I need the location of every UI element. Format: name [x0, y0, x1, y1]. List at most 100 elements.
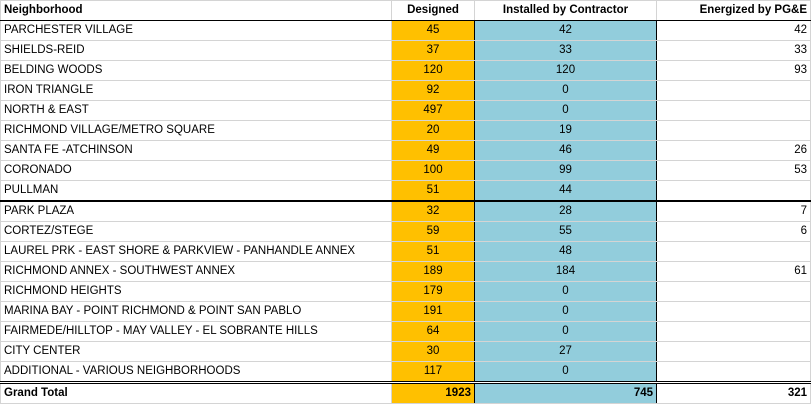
cell: Designed — [391, 0, 475, 21]
data-row: FAIRMEDE/HILLTOP - MAY VALLEY - EL SOBRA… — [0, 321, 811, 342]
data-row: CITY CENTER 30 27 — [0, 341, 811, 362]
cell: 28 — [474, 200, 657, 222]
data-row: LAUREL PRK - EAST SHORE & PARKVIEW - PAN… — [0, 241, 811, 262]
cell: 37 — [391, 40, 475, 61]
cell: 49 — [391, 140, 475, 161]
row-label: BELDING WOODS — [0, 60, 392, 81]
cell — [656, 241, 811, 262]
data-row: RICHMOND HEIGHTS 179 0 — [0, 281, 811, 302]
cell: 0 — [474, 301, 657, 322]
data-row: IRON TRIANGLE 92 0 — [0, 80, 811, 101]
data-row: SHIELDS-REID 37 33 33 — [0, 40, 811, 61]
cell: 33 — [656, 40, 811, 61]
row-label: MARINA BAY - POINT RICHMOND & POINT SAN … — [0, 301, 392, 322]
row-label: CITY CENTER — [0, 341, 392, 362]
cell: 44 — [474, 180, 657, 202]
cell: 93 — [656, 60, 811, 81]
cell — [656, 80, 811, 101]
row-label: RICHMOND HEIGHTS — [0, 281, 392, 302]
cell — [656, 321, 811, 342]
cell: 179 — [391, 281, 475, 302]
cell: 27 — [474, 341, 657, 362]
data-row: BELDING WOODS 120 120 93 — [0, 60, 811, 81]
cell: 33 — [474, 40, 657, 61]
cell — [656, 100, 811, 121]
total-row: Grand Total 1923 745 321 — [0, 381, 811, 404]
row-label: SHIELDS-REID — [0, 40, 392, 61]
cell — [656, 361, 811, 383]
cell: 100 — [391, 160, 475, 181]
cell: 26 — [656, 140, 811, 161]
data-row: MARINA BAY - POINT RICHMOND & POINT SAN … — [0, 301, 811, 322]
cell: 48 — [474, 241, 657, 262]
row-label: LAUREL PRK - EAST SHORE & PARKVIEW - PAN… — [0, 241, 392, 262]
cell: 64 — [391, 321, 475, 342]
cell: 189 — [391, 261, 475, 282]
row-label: PULLMAN — [0, 180, 392, 202]
cell: 120 — [391, 60, 475, 81]
cell: 32 — [391, 200, 475, 222]
cell: 20 — [391, 120, 475, 141]
data-row: PULLMAN 51 44 — [0, 180, 811, 202]
cell: 61 — [656, 261, 811, 282]
cell: 30 — [391, 341, 475, 362]
cell: 7 — [656, 200, 811, 222]
header-row: Neighborhood Designed Installed by Contrac… — [0, 0, 811, 21]
row-label: ADDITIONAL - VARIOUS NEIGHBORHOODS — [0, 361, 392, 383]
cell: 51 — [391, 241, 475, 262]
row-label: RICHMOND ANNEX - SOUTHWEST ANNEX — [0, 261, 392, 282]
cell: 19 — [474, 120, 657, 141]
cell: 45 — [391, 20, 475, 41]
data-row: PARK PLAZA 32 28 7 — [0, 200, 811, 222]
cell: Energized by PG&E — [656, 0, 811, 21]
cell: 99 — [474, 160, 657, 181]
cell: 0 — [474, 281, 657, 302]
cell: 321 — [656, 381, 811, 404]
cell: 55 — [474, 221, 657, 242]
row-label: Neighborhood — [0, 0, 392, 21]
data-row: PARCHESTER VILLAGE 45 42 42 — [0, 20, 811, 41]
data-row: CORONADO 100 99 53 — [0, 160, 811, 181]
cell: 53 — [656, 160, 811, 181]
data-row: CORTEZ/STEGE 59 55 6 — [0, 221, 811, 242]
cell: 46 — [474, 140, 657, 161]
row-label: CORONADO — [0, 160, 392, 181]
cell: 0 — [474, 100, 657, 121]
cell: 120 — [474, 60, 657, 81]
cell: 0 — [474, 321, 657, 342]
row-label: PARK PLAZA — [0, 200, 392, 222]
row-label: CORTEZ/STEGE — [0, 221, 392, 242]
row-label: IRON TRIANGLE — [0, 80, 392, 101]
data-row: RICHMOND VILLAGE/METRO SQUARE 20 19 — [0, 120, 811, 141]
cell: 92 — [391, 80, 475, 101]
row-label: SANTA FE -ATCHINSON — [0, 140, 392, 161]
cell: 42 — [656, 20, 811, 41]
cell: Installed by Contractor — [474, 0, 657, 21]
row-label: PARCHESTER VILLAGE — [0, 20, 392, 41]
cell: 191 — [391, 301, 475, 322]
cell: 6 — [656, 221, 811, 242]
cell: 497 — [391, 100, 475, 121]
cell: 59 — [391, 221, 475, 242]
cell — [656, 120, 811, 141]
cell — [656, 180, 811, 202]
cell: 184 — [474, 261, 657, 282]
cell: 1923 — [391, 381, 475, 404]
row-label: Grand Total — [0, 381, 392, 404]
cell: 0 — [474, 361, 657, 383]
data-row: RICHMOND ANNEX - SOUTHWEST ANNEX 189 184 61 — [0, 261, 811, 282]
cell — [656, 281, 811, 302]
data-row: ADDITIONAL - VARIOUS NEIGHBORHOODS 117 0 — [0, 361, 811, 383]
data-row: SANTA FE -ATCHINSON 49 46 26 — [0, 140, 811, 161]
row-label: RICHMOND VILLAGE/METRO SQUARE — [0, 120, 392, 141]
row-label: NORTH & EAST — [0, 100, 392, 121]
cell — [656, 341, 811, 362]
cell: 117 — [391, 361, 475, 383]
cell — [656, 301, 811, 322]
cell: 51 — [391, 180, 475, 202]
data-row: NORTH & EAST 497 0 — [0, 100, 811, 121]
row-label: FAIRMEDE/HILLTOP - MAY VALLEY - EL SOBRA… — [0, 321, 392, 342]
